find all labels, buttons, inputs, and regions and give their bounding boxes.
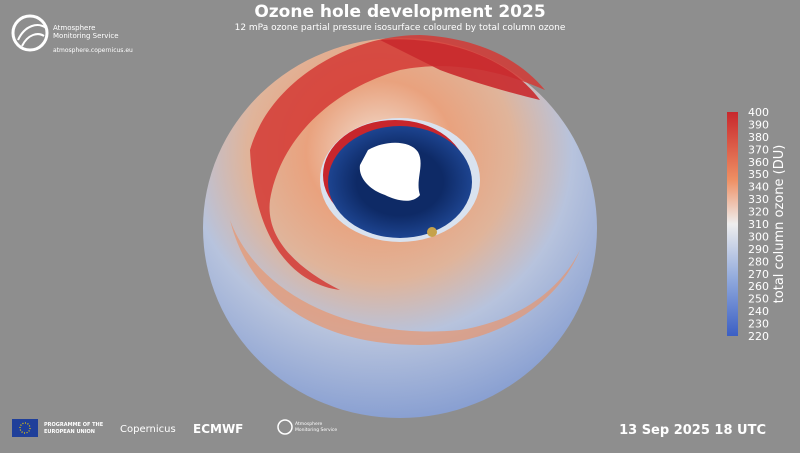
colorbar-tick-label: 220	[748, 330, 769, 343]
colorbar-tick-label: 260	[748, 280, 769, 293]
colorbar	[727, 112, 738, 336]
colorbar-tick-label: 380	[748, 131, 769, 144]
title: Ozone hole development 2025	[254, 2, 545, 22]
colorbar-tick-label: 350	[748, 168, 769, 181]
ams-text: Atmosphere	[295, 421, 322, 427]
colorbar-tick-label: 370	[748, 143, 769, 156]
colorbar-tick-label: 400	[748, 106, 769, 119]
colorbar-tick-label: 330	[748, 193, 769, 206]
globe	[203, 35, 597, 418]
eu-text: EUROPEAN UNION	[44, 429, 95, 435]
logo-url: atmosphere.copernicus.eu	[53, 47, 133, 54]
ams-icon	[277, 419, 293, 435]
eu-flag	[12, 419, 38, 437]
colorbar-tick-label: 360	[748, 156, 769, 169]
ecmwf-logo: ECMWF	[193, 422, 243, 436]
timestamp: 13 Sep 2025 18 UTC	[619, 423, 766, 438]
colorbar-tick-label: 320	[748, 206, 769, 219]
eu-stars	[19, 422, 31, 434]
subtitle: 12 mPa ozone partial pressure isosurface…	[235, 23, 566, 33]
colorbar-tick-label: 340	[748, 181, 769, 194]
ams-text: Monitoring Service	[295, 427, 337, 433]
colorbar-tick-label: 240	[748, 305, 769, 318]
logo	[11, 14, 49, 52]
eu-text: PROGRAMME OF THE	[44, 422, 104, 428]
logo-line: Monitoring Service	[53, 32, 119, 40]
colorbar-tick-label: 300	[748, 230, 769, 243]
colorbar-tick-label: 230	[748, 318, 769, 331]
copernicus-logo: Copernicus	[120, 424, 176, 435]
colorbar-tick-label: 310	[748, 218, 769, 231]
colorbar-label: total column ozone (DU)	[772, 145, 787, 304]
colorbar-tick-label: 390	[748, 118, 769, 131]
colorbar-tick-label: 250	[748, 293, 769, 306]
colorbar-tick-label: 280	[748, 255, 769, 268]
colorbar-tick-label: 270	[748, 268, 769, 281]
colorbar-ticks: 4003903803703603503403303203103002902802…	[748, 106, 769, 343]
logo-line: Atmosphere	[53, 24, 95, 32]
colorbar-tick-label: 290	[748, 243, 769, 256]
